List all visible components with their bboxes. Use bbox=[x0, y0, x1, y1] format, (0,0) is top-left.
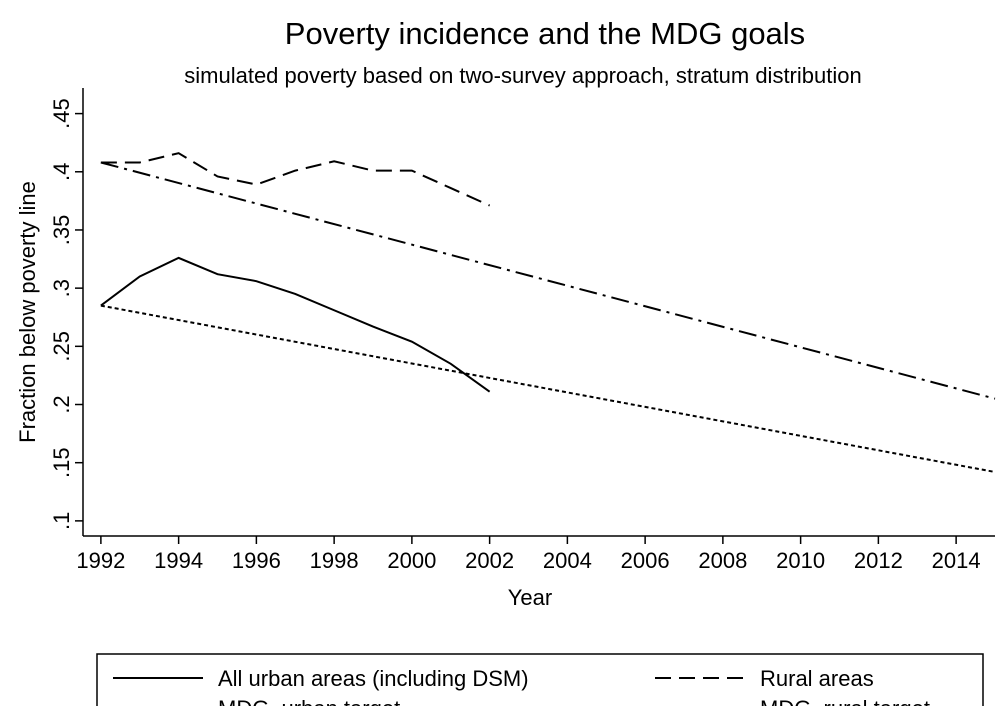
y-tick-label: .45 bbox=[49, 98, 74, 129]
x-tick-label: 2012 bbox=[854, 548, 903, 573]
x-tick-label: 2002 bbox=[465, 548, 514, 573]
x-tick-label: 2000 bbox=[387, 548, 436, 573]
chart-subtitle: simulated poverty based on two-survey ap… bbox=[184, 63, 861, 88]
x-tick-label: 2004 bbox=[543, 548, 592, 573]
x-axis-label: Year bbox=[508, 585, 552, 610]
x-tick-label: 1996 bbox=[232, 548, 281, 573]
series-line bbox=[100, 152, 491, 207]
legend-label: All urban areas (including DSM) bbox=[218, 666, 529, 691]
legend-label: MDG, urban target bbox=[218, 696, 400, 706]
legend-label: MDG, rural target bbox=[760, 696, 930, 706]
series-line bbox=[100, 304, 996, 473]
series-line bbox=[100, 161, 996, 400]
y-tick-label: .3 bbox=[49, 279, 74, 297]
x-tick-label: 1992 bbox=[76, 548, 125, 573]
y-tick-label: .15 bbox=[49, 447, 74, 478]
x-tick-label: 1998 bbox=[310, 548, 359, 573]
x-tick-label: 2014 bbox=[932, 548, 981, 573]
y-tick-label: .4 bbox=[49, 163, 74, 181]
y-tick-label: .1 bbox=[49, 512, 74, 530]
x-tick-label: 1994 bbox=[154, 548, 203, 573]
x-tick-label: 2010 bbox=[776, 548, 825, 573]
legend-label: Rural areas bbox=[760, 666, 874, 691]
y-tick-label: .25 bbox=[49, 331, 74, 362]
chart-title: Poverty incidence and the MDG goals bbox=[285, 16, 805, 51]
x-tick-label: 2008 bbox=[698, 548, 747, 573]
y-tick-label: .35 bbox=[49, 215, 74, 246]
y-axis-label: Fraction below poverty line bbox=[15, 181, 40, 443]
x-tick-label: 2006 bbox=[621, 548, 670, 573]
legend-box bbox=[96, 653, 984, 706]
series-line bbox=[100, 256, 491, 393]
y-tick-label: .2 bbox=[49, 395, 74, 413]
